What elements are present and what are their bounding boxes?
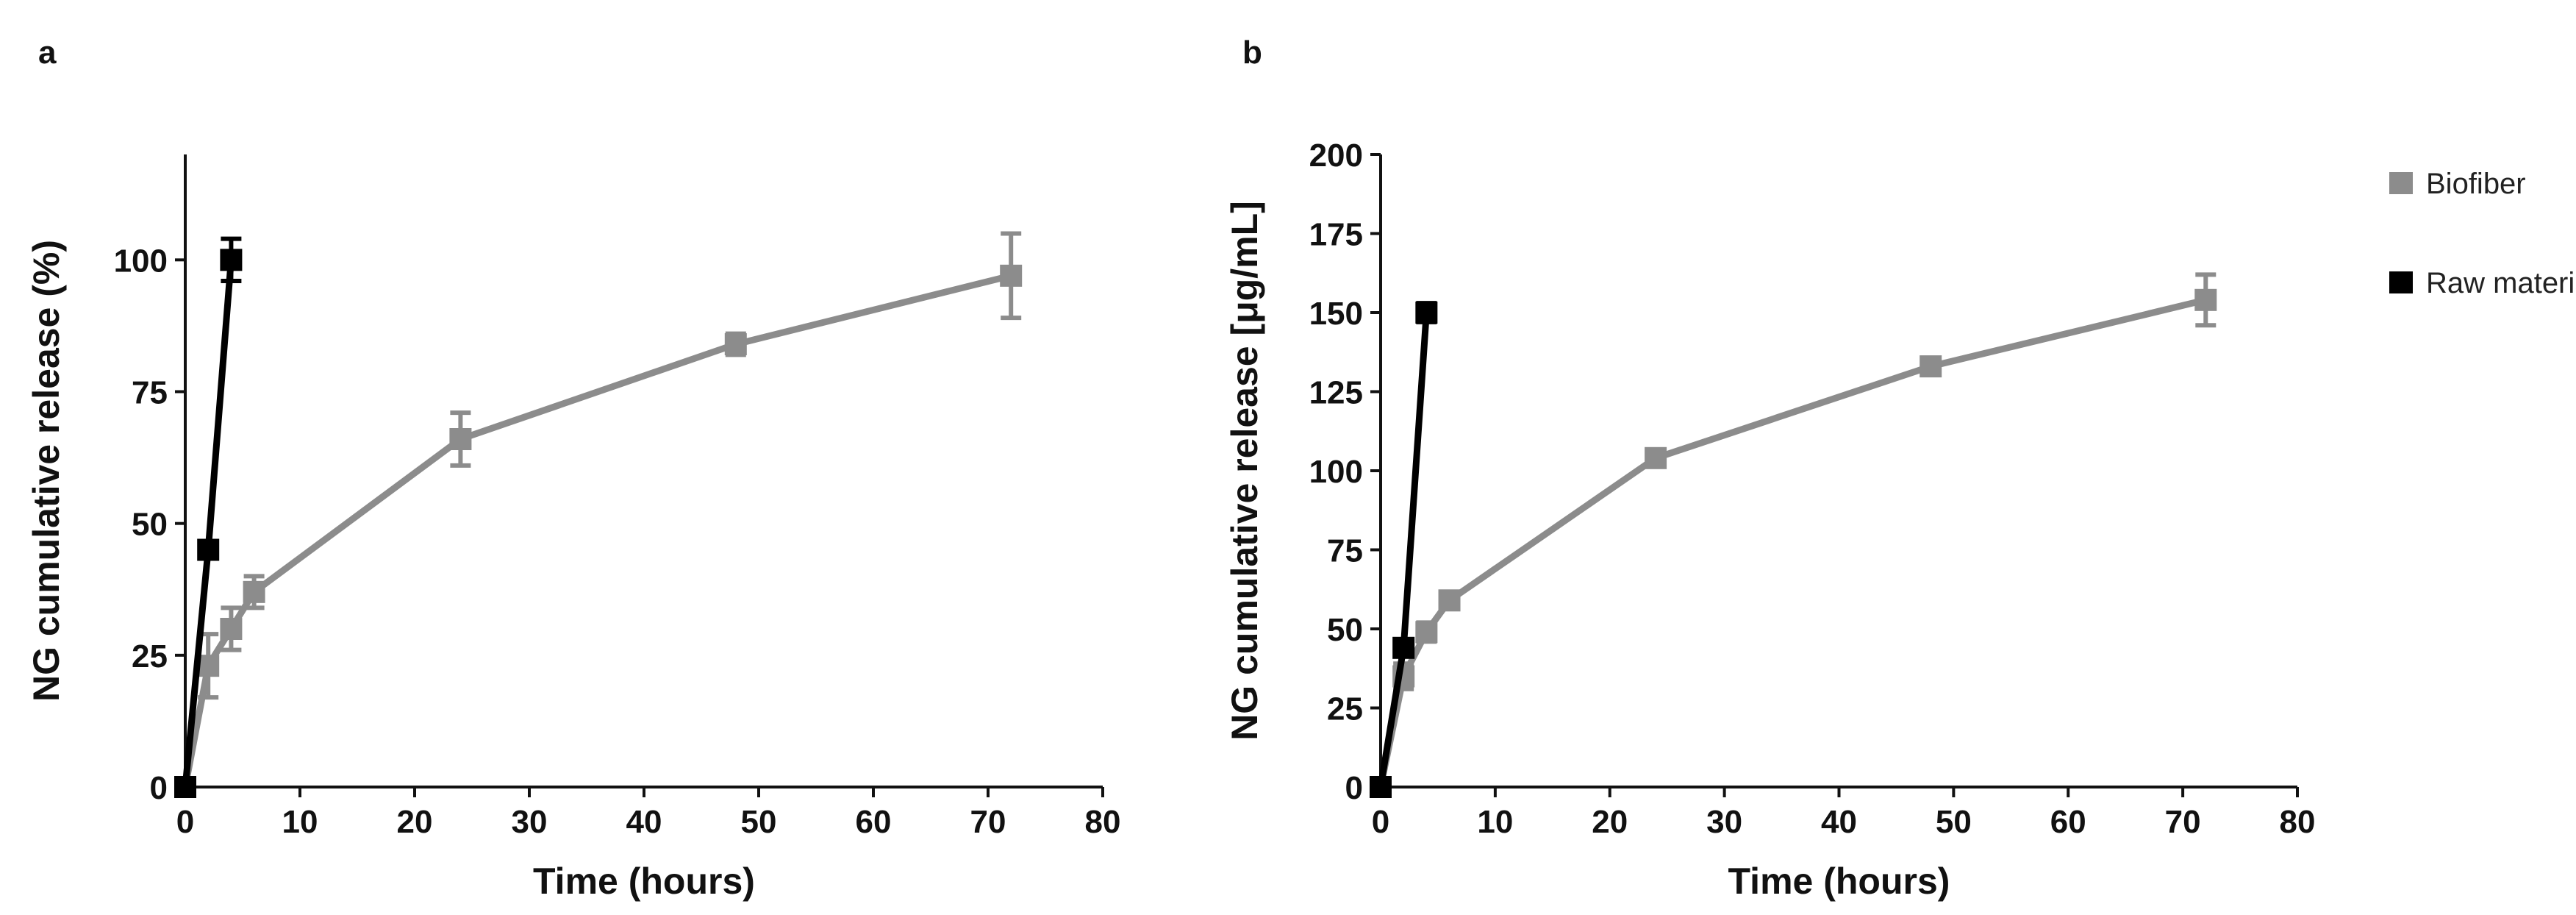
x-tick-label: 10 <box>1477 804 1513 840</box>
data-point-raw-material <box>197 538 220 561</box>
x-tick-label: 0 <box>1372 804 1389 840</box>
y-axis-title: NG cumulative release (%) <box>26 240 67 702</box>
y-tick-label: 0 <box>150 770 168 806</box>
series-line-biofiber <box>1377 296 2207 788</box>
y-tick-label: 75 <box>1327 533 1363 569</box>
data-point-raw-material <box>174 776 196 798</box>
y-axis-title: NG cumulative release [μg/mL] <box>1224 201 1265 741</box>
series-line-raw-material <box>182 259 235 788</box>
data-point-biofiber <box>1415 621 1438 644</box>
x-tick-label: 40 <box>626 804 662 840</box>
legend: Biofiber Raw material <box>2389 168 2576 299</box>
x-tick-label: 10 <box>282 804 318 840</box>
x-tick-label: 60 <box>856 804 892 840</box>
legend-label-raw-material: Raw material <box>2426 267 2576 299</box>
y-tick-label: 175 <box>1309 217 1363 253</box>
data-point-biofiber <box>243 580 265 603</box>
y-tick-label: 50 <box>1327 612 1363 648</box>
y-tick-label: 25 <box>1327 691 1363 727</box>
chart-panel-a: 0 10 20 30 40 50 60 70 80 0 25 50 75 100 Time (hours) N… <box>26 154 1120 902</box>
data-point-biofiber <box>1000 264 1023 287</box>
x-tick-label: 40 <box>1821 804 1857 840</box>
data-point-raw-material <box>1392 636 1415 659</box>
y-tick-label: 125 <box>1309 375 1363 411</box>
series-line-raw-material <box>1377 312 1430 788</box>
y-tick-label: 75 <box>132 375 168 411</box>
data-point-biofiber <box>1438 589 1461 612</box>
data-point-raw-material <box>1415 302 1438 324</box>
x-tick-label: 50 <box>1936 804 1972 840</box>
x-tick-label: 70 <box>970 804 1006 840</box>
y-tick-label: 50 <box>132 507 168 543</box>
y-tick-label: 200 <box>1309 138 1363 174</box>
y-tick-label: 150 <box>1309 296 1363 332</box>
x-tick-label: 50 <box>741 804 777 840</box>
data-point-biofiber <box>724 333 747 355</box>
data-point-biofiber <box>220 618 243 640</box>
x-axis-title: Time (hours) <box>1728 861 1950 902</box>
data-point-raw-material <box>1370 776 1392 798</box>
y-tick-label: 25 <box>132 638 168 674</box>
x-axis-title: Time (hours) <box>533 861 755 902</box>
y-tick-label: 0 <box>1345 770 1363 806</box>
data-point-biofiber <box>449 428 472 450</box>
data-point-biofiber <box>2194 288 2217 311</box>
chart-panel-b: 0 10 20 30 40 50 60 70 80 0 25 50 75 100 125 150 175 200 T… <box>1224 138 2315 902</box>
data-point-biofiber <box>1645 446 1667 469</box>
x-tick-label: 20 <box>397 804 433 840</box>
x-tick-label: 30 <box>512 804 548 840</box>
x-tick-label: 20 <box>1592 804 1628 840</box>
y-tick-label: 100 <box>114 243 168 279</box>
x-tick-label: 80 <box>1085 804 1121 840</box>
x-tick-label: 30 <box>1706 804 1742 840</box>
y-tick-label: 100 <box>1309 454 1363 490</box>
data-point-raw-material <box>220 249 243 271</box>
legend-swatch-biofiber <box>2389 172 2413 194</box>
data-point-biofiber <box>1920 355 1942 378</box>
panel-label-a: a <box>38 35 57 71</box>
legend-swatch-raw-material <box>2389 271 2413 293</box>
x-tick-label: 70 <box>2165 804 2201 840</box>
x-tick-label: 60 <box>2050 804 2086 840</box>
panel-label-b: b <box>1242 35 1262 71</box>
x-tick-label: 80 <box>2280 804 2316 840</box>
series-line-biofiber <box>182 272 1012 788</box>
legend-label-biofiber: Biofiber <box>2426 168 2526 200</box>
x-tick-label: 0 <box>176 804 194 840</box>
